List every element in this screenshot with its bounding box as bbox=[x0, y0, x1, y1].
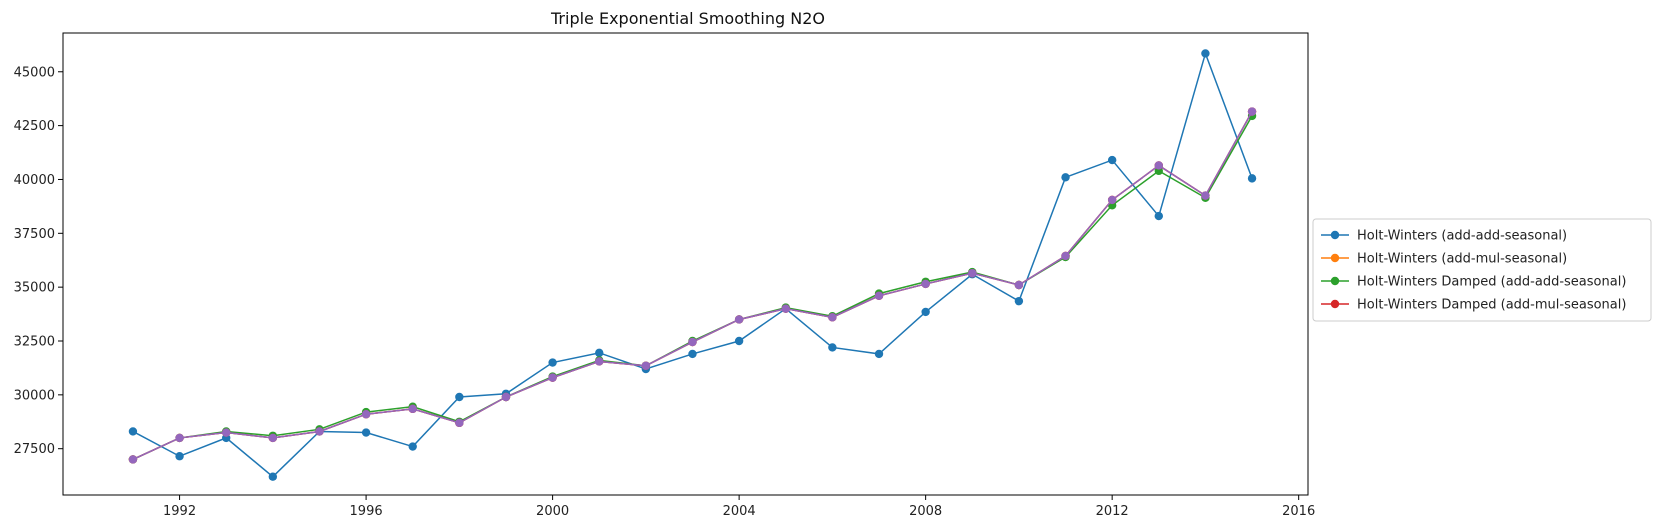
data-point bbox=[455, 418, 464, 428]
x-tick-label: 2012 bbox=[1096, 504, 1129, 519]
data-point bbox=[548, 358, 557, 367]
y-tick-label: 37500 bbox=[14, 227, 55, 242]
legend-marker bbox=[1330, 299, 1340, 309]
legend-marker bbox=[1330, 230, 1340, 240]
legend-item: Holt-Winters (add-mul-seasonal) bbox=[1321, 252, 1567, 267]
legend-label: Holt-Winters (add-mul-seasonal) bbox=[1357, 252, 1567, 267]
x-axis: 1992 1996 2000 2004 2008 2012 2016 bbox=[163, 495, 1315, 519]
legend-box bbox=[1312, 218, 1652, 322]
y-tick-label: 40000 bbox=[14, 173, 55, 188]
data-point bbox=[501, 392, 511, 402]
data-point bbox=[968, 268, 977, 278]
y-tick-label: 32500 bbox=[14, 335, 55, 350]
data-point bbox=[268, 433, 278, 443]
data-point bbox=[874, 349, 884, 359]
data-point bbox=[688, 349, 697, 359]
chart-title: Triple Exponential Smoothing N2O bbox=[550, 9, 825, 28]
data-point bbox=[1014, 296, 1024, 306]
data-point bbox=[921, 279, 930, 289]
data-point bbox=[641, 361, 651, 370]
series-4 bbox=[128, 107, 1257, 464]
series-layer bbox=[128, 49, 1257, 481]
data-point bbox=[128, 455, 138, 464]
data-point bbox=[1154, 211, 1163, 221]
data-point bbox=[361, 410, 371, 419]
data-point bbox=[1154, 161, 1163, 170]
data-point bbox=[1247, 107, 1257, 116]
series-1 bbox=[128, 107, 1257, 464]
data-point bbox=[1061, 251, 1070, 261]
legend-label: Holt-Winters Damped (add-add-seasonal) bbox=[1357, 275, 1626, 290]
data-point bbox=[734, 315, 744, 324]
legend-marker bbox=[1330, 276, 1340, 286]
y-tick-label: 42500 bbox=[14, 119, 55, 134]
data-point bbox=[828, 313, 837, 322]
data-point bbox=[548, 373, 557, 382]
x-tick-label: 2000 bbox=[536, 504, 569, 519]
data-point bbox=[1061, 173, 1070, 182]
data-point bbox=[408, 442, 417, 451]
legend-item: Holt-Winters (add-add-seasonal) bbox=[1321, 229, 1567, 244]
data-point bbox=[595, 348, 604, 358]
y-tick-label: 35000 bbox=[14, 281, 55, 296]
data-point bbox=[1107, 195, 1117, 205]
series-2 bbox=[128, 111, 1257, 464]
data-point bbox=[1107, 155, 1117, 165]
data-point bbox=[1201, 49, 1210, 58]
legend-item: Holt-Winters Damped (add-mul-seasonal) bbox=[1321, 298, 1626, 313]
data-point bbox=[921, 307, 930, 317]
data-point bbox=[408, 404, 417, 414]
x-tick-label: 1992 bbox=[163, 504, 196, 519]
legend-label: Holt-Winters Damped (add-mul-seasonal) bbox=[1357, 298, 1626, 313]
data-point bbox=[688, 337, 697, 347]
data-point bbox=[361, 428, 371, 437]
series-line bbox=[132, 111, 1253, 461]
data-point bbox=[175, 452, 184, 461]
series-0 bbox=[128, 49, 1257, 481]
plot-area bbox=[62, 32, 1309, 496]
y-tick-label: 27500 bbox=[14, 442, 55, 457]
series-3 bbox=[128, 107, 1257, 464]
data-point bbox=[1201, 191, 1210, 200]
data-point bbox=[128, 427, 138, 436]
data-point bbox=[1014, 280, 1024, 290]
data-point bbox=[268, 472, 278, 481]
series-line bbox=[132, 115, 1253, 461]
y-tick-label: 45000 bbox=[14, 65, 55, 80]
data-point bbox=[874, 291, 884, 300]
data-point bbox=[315, 427, 324, 436]
data-point bbox=[222, 428, 231, 437]
y-axis: 27500 30000 32500 35000 37500 40000 42500 45000 bbox=[14, 65, 63, 457]
legend-label: Holt-Winters (add-add-seasonal) bbox=[1357, 229, 1567, 244]
x-tick-label: 2004 bbox=[723, 504, 756, 519]
x-tick-label: 1996 bbox=[350, 504, 383, 519]
series-line bbox=[132, 111, 1253, 461]
data-point bbox=[734, 336, 744, 346]
data-point bbox=[781, 304, 790, 313]
legend-marker bbox=[1330, 253, 1340, 263]
series-line bbox=[132, 111, 1253, 461]
legend: Holt-Winters (add-add-seasonal) Holt-Wint… bbox=[1312, 218, 1652, 322]
x-tick-label: 2016 bbox=[1282, 504, 1315, 519]
x-tick-label: 2008 bbox=[909, 504, 942, 519]
data-point bbox=[175, 433, 184, 443]
data-point bbox=[828, 343, 837, 352]
y-tick-label: 30000 bbox=[14, 388, 55, 403]
data-point bbox=[595, 357, 604, 366]
data-point bbox=[1247, 174, 1257, 183]
legend-item: Holt-Winters Damped (add-add-seasonal) bbox=[1321, 275, 1626, 290]
data-point bbox=[455, 392, 464, 402]
series-line bbox=[132, 51, 1253, 478]
